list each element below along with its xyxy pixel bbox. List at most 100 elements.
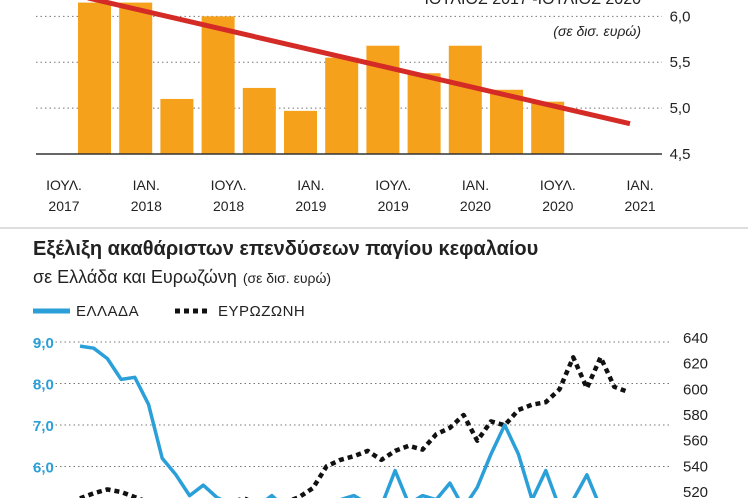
left-y-tick-label: 6,0 — [33, 460, 54, 477]
line-chart-left-y-ticks: 9,0 8,0 7,0 6,0 — [33, 335, 54, 477]
point-greece — [202, 484, 204, 486]
point-eurozone — [93, 492, 95, 494]
point-eurozone — [504, 424, 506, 426]
line-chart-right-y-ticks: 640 620 600 580 560 540 520 — [683, 330, 708, 498]
bar-x-tick-label: ΙΑΝ. — [297, 177, 324, 193]
bar-x-tick-label: ΙΑΝ. — [133, 177, 160, 193]
point-greece — [353, 494, 355, 496]
right-y-tick-label: 600 — [683, 381, 708, 398]
left-y-tick-label: 9,0 — [33, 335, 54, 352]
point-greece — [188, 494, 190, 496]
bar — [490, 89, 523, 154]
bar-x-tick-label: ΙΟΥΛ. — [211, 177, 247, 193]
point-eurozone — [476, 439, 478, 441]
legend-label-eurozone: ΕΥΡΩΖΩΝΗ — [218, 303, 305, 320]
bar-x-tick-label: 2021 — [625, 198, 656, 214]
bar-chart-title: ΙΟΥΛΙΟΣ 2017 -ΙΟΥΛΙΟΣ 2020 — [424, 0, 641, 8]
bar-x-tick-label: ΙΟΥΛ. — [46, 177, 82, 193]
bar — [325, 57, 359, 154]
bar — [119, 2, 153, 154]
bar — [448, 45, 482, 154]
bar-chart-x-ticks: ΙΟΥΛ. 2017 ΙΑΝ. 2018 ΙΟΥΛ. 2018 ΙΑΝ. 2019 ΙΟΥΛ. 2… — [46, 177, 656, 214]
line-chart-subtitle: σε Ελλάδα και Ευρωζώνη — [33, 267, 237, 287]
bar-x-tick-label: 2019 — [378, 198, 409, 214]
point-greece — [175, 474, 177, 476]
point-eurozone — [380, 459, 382, 461]
point-eurozone — [599, 356, 601, 358]
legend: ΕΛΛΑΔΑ ΕΥΡΩΖΩΝΗ — [33, 303, 305, 320]
point-greece — [147, 403, 149, 405]
point-greece — [120, 378, 122, 380]
bar — [531, 101, 565, 154]
left-y-tick-label: 7,0 — [33, 418, 54, 435]
bar-x-tick-label: ΙΑΝ. — [626, 177, 653, 193]
bar — [242, 87, 276, 154]
bar-x-tick-label: 2018 — [131, 198, 162, 214]
point-greece — [476, 486, 478, 488]
left-y-tick-label: 8,0 — [33, 377, 54, 394]
point-greece — [106, 357, 108, 359]
bar-x-tick-label: 2018 — [213, 198, 244, 214]
point-eurozone — [545, 401, 547, 403]
bar-x-tick-label: ΙΟΥΛ. — [375, 177, 411, 193]
bar-x-tick-label: 2020 — [542, 198, 573, 214]
bar-x-tick-label: ΙΑΝ. — [462, 177, 489, 193]
line-chart-title: Εξέλιξη ακαθάριστων επενδύσεων παγίου κε… — [33, 238, 538, 260]
point-greece — [134, 376, 136, 378]
point-greece — [93, 347, 95, 349]
bar-x-tick-label: 2019 — [295, 198, 326, 214]
point-eurozone — [421, 448, 423, 450]
point-eurozone — [367, 450, 369, 452]
point-eurozone — [572, 356, 574, 358]
line-chart-header: Εξέλιξη ακαθάριστων επενδύσεων παγίου κε… — [33, 238, 538, 320]
point-eurozone — [558, 388, 560, 390]
point-greece — [586, 474, 588, 476]
point-eurozone — [435, 433, 437, 435]
bar — [160, 98, 194, 154]
point-eurozone — [325, 465, 327, 467]
point-greece — [394, 469, 396, 471]
bar-chart-unit-note: (σε δισ. ευρώ) — [553, 23, 641, 39]
point-eurozone — [106, 488, 108, 490]
line-chart: 9,0 8,0 7,0 6,0 640 620 600 580 560 540 520 — [33, 330, 708, 498]
right-y-tick-label: 540 — [683, 458, 708, 475]
point-eurozone — [627, 391, 629, 393]
bar-x-tick-label: 2020 — [460, 198, 491, 214]
right-y-tick-label: 620 — [683, 356, 708, 373]
point-greece — [79, 345, 81, 347]
point-eurozone — [339, 459, 341, 461]
right-y-tick-label: 560 — [683, 433, 708, 450]
point-eurozone — [613, 386, 615, 388]
point-greece — [490, 453, 492, 455]
point-eurozone — [394, 450, 396, 452]
point-greece — [271, 494, 273, 496]
bar-y-tick-label: 5,5 — [670, 54, 691, 71]
point-greece — [545, 469, 547, 471]
point-eurozone — [353, 455, 355, 457]
point-greece — [161, 457, 163, 459]
series-line-greece — [79, 344, 599, 498]
line-chart-unit-note: (σε δισ. ευρώ) — [243, 270, 331, 286]
point-eurozone — [490, 420, 492, 422]
bar-y-tick-label: 5,0 — [670, 100, 691, 117]
point-eurozone — [449, 427, 451, 429]
trend-line — [87, 0, 631, 127]
bar-chart-y-ticks: 6,0 5,5 5,0 4,5 — [670, 8, 691, 163]
bar — [407, 73, 441, 154]
bar-y-tick-label: 4,5 — [670, 146, 691, 163]
legend-label-greece: ΕΛΛΑΔΑ — [76, 303, 139, 320]
bar — [201, 16, 235, 155]
point-eurozone — [517, 409, 519, 411]
point-eurozone — [531, 404, 533, 406]
bar — [78, 2, 111, 154]
bar-y-tick-label: 6,0 — [670, 8, 691, 25]
point-eurozone — [120, 491, 122, 493]
right-y-tick-label: 580 — [683, 407, 708, 424]
bar-x-tick-label: 2017 — [48, 198, 79, 214]
point-eurozone — [462, 414, 464, 416]
point-greece — [517, 453, 519, 455]
point-eurozone — [408, 445, 410, 447]
bar-chart: 6,05,55,04,5 ΙΟΥΛ.2017ΙΑΝ.2018ΙΟΥΛ.2018Ι… — [36, 0, 690, 214]
